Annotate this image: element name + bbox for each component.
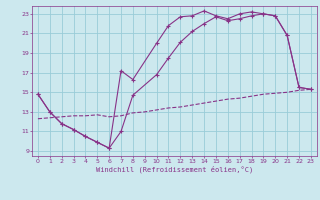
X-axis label: Windchill (Refroidissement éolien,°C): Windchill (Refroidissement éolien,°C) bbox=[96, 165, 253, 173]
